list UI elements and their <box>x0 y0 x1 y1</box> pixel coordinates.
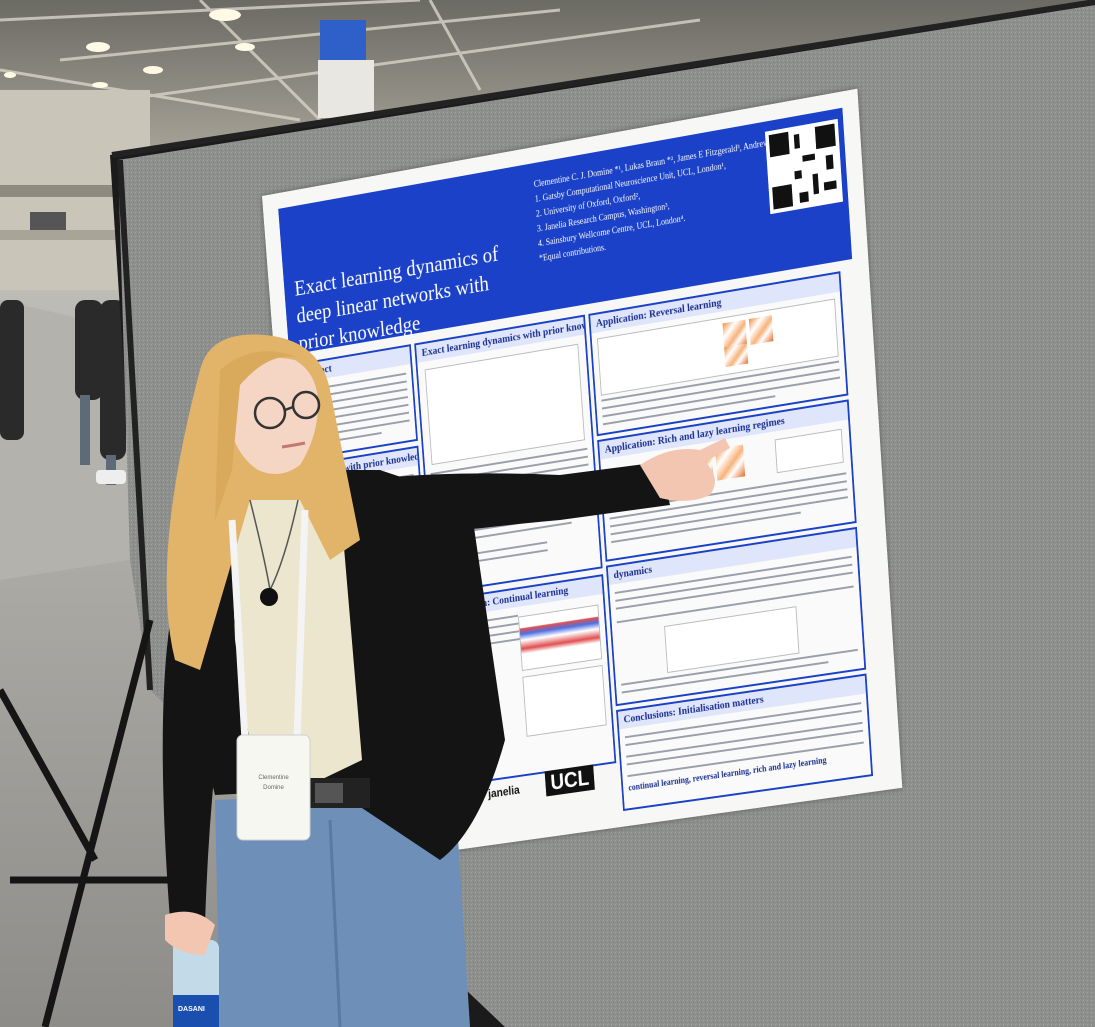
badge-first-name: Clementine <box>240 775 307 781</box>
pointing-arm <box>360 462 670 540</box>
bottle-label: DASANI <box>178 1006 205 1013</box>
badge-last-name: Domine <box>240 785 307 791</box>
pendant-icon <box>260 588 278 606</box>
